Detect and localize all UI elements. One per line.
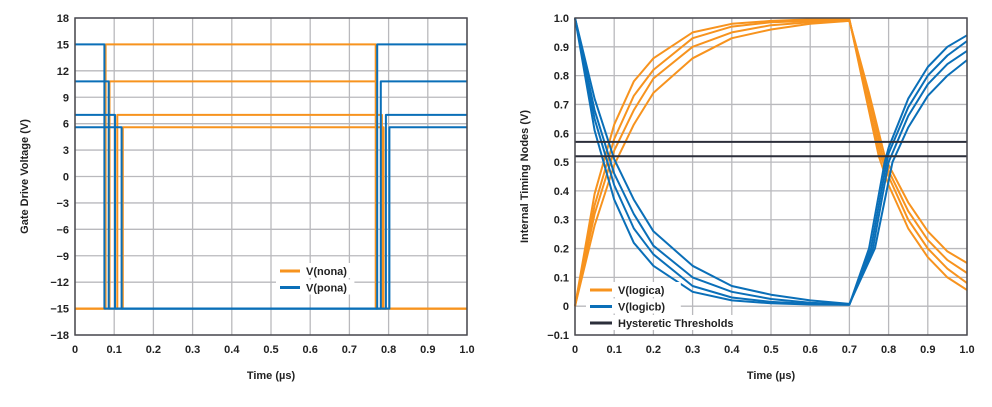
legend-bg (586, 298, 681, 314)
y-tick-label: 0 (63, 172, 69, 184)
x-axis-title: Time (µs) (247, 370, 296, 382)
y-tick-label: 18 (57, 13, 69, 25)
chart-2: 0 0.1 0.2 0.3 0.4 0.5 0.6 0.7 0.8 0.9 1.0 1.0 0.9 0.8… (519, 13, 975, 382)
x-tick-label: 0.2 (146, 344, 161, 356)
x-tick-label: 0.9 (420, 344, 435, 356)
y-tick-label: −3 (56, 198, 69, 210)
x-tick-label: 0.4 (224, 344, 240, 356)
x-tick-label: 1.0 (959, 344, 974, 356)
y-tick-label: 0.9 (554, 42, 569, 54)
series-trace (574, 17, 968, 306)
legend-label: V(logica) (618, 285, 665, 297)
x-tick-label: 0 (72, 344, 78, 356)
legend-bg (586, 282, 681, 297)
series-hysteretic-thresholds (575, 140, 967, 158)
y-tick-label: 1.0 (554, 13, 569, 25)
y-tick-label: 0.6 (554, 128, 569, 140)
x-tick-label: 0.7 (842, 344, 857, 356)
x-tick-label: 0.5 (763, 344, 778, 356)
x-tick-label: 0.5 (263, 344, 278, 356)
x-tick-label: 0.6 (803, 344, 818, 356)
y-tick-label: 0.3 (554, 215, 569, 227)
y-tick-label: 0.8 (554, 71, 569, 83)
y-tick-label: −6 (56, 224, 69, 236)
y-tick-label: 0 (563, 301, 569, 313)
x-tick-label: 0.1 (107, 344, 122, 356)
x-tick-label: 0.3 (685, 344, 700, 356)
x-tick-label: 0.4 (724, 344, 740, 356)
y-tick-label: 0.2 (554, 244, 569, 256)
x-tick-label: 0.3 (185, 344, 200, 356)
y-tick-label: 9 (63, 92, 69, 104)
series-trace (574, 19, 968, 307)
plot-frame (574, 17, 968, 336)
x-tick-label: 0.7 (342, 344, 357, 356)
series-v-logicb- (574, 17, 968, 306)
y-axis-title: Internal Timing Nodes (V) (519, 110, 531, 243)
legend-label: V(nona) (306, 266, 347, 278)
x-tick-label: 0 (572, 344, 578, 356)
chart-1: 0 0.1 0.2 0.3 0.4 0.5 0.6 0.7 0.8 0.9 1.0 18 15 12 9 6 3… (19, 13, 475, 382)
series-trace (574, 17, 968, 305)
y-tick-label: 12 (57, 66, 69, 78)
x-axis-title: Time (µs) (747, 370, 796, 382)
series-v-pona- (75, 43, 467, 310)
legend-bg (586, 315, 768, 330)
y-tick-label: −0.1 (547, 330, 569, 342)
legend-bg (276, 263, 355, 278)
legend: V(nona) V(pona) (276, 263, 355, 295)
series-trace (75, 126, 467, 310)
x-tick-label: 0.8 (381, 344, 396, 356)
y-tick-label: −18 (50, 330, 69, 342)
y-tick-label: 0.5 (554, 157, 569, 169)
x-tick-label: 0.8 (881, 344, 896, 356)
legend-label: V(pona) (306, 283, 347, 295)
legend: V(logica) V(logicb) Hysteretic Thresholds (586, 282, 768, 330)
y-tick-label: −9 (56, 251, 69, 263)
series-trace (574, 17, 968, 306)
legend-bg (276, 279, 355, 295)
series-trace (574, 18, 968, 307)
x-tick-label: 0.9 (920, 344, 935, 356)
y-tick-label: 3 (63, 145, 69, 157)
x-tick-label: 0.1 (607, 344, 622, 356)
series-trace (574, 19, 968, 307)
y-tick-label: 0.1 (554, 272, 569, 284)
y-tick-label: −15 (50, 304, 69, 316)
x-tick-label: 0.2 (646, 344, 661, 356)
y-tick-label: 6 (63, 119, 69, 131)
y-axis-title: Gate Drive Voltage (V) (19, 119, 31, 234)
x-tick-label: 1.0 (459, 344, 474, 356)
legend-label: V(logicb) (618, 302, 665, 314)
y-tick-label: 0.4 (554, 186, 570, 198)
y-tick-label: 0.7 (554, 99, 569, 111)
legend-label: Hysteretic Thresholds (618, 318, 734, 330)
y-tick-label: 15 (57, 39, 69, 51)
y-tick-label: −12 (50, 277, 69, 289)
series-trace (574, 18, 968, 307)
x-tick-label: 0.6 (303, 344, 318, 356)
series-v-logica- (574, 18, 968, 307)
plot-frame (74, 17, 468, 336)
